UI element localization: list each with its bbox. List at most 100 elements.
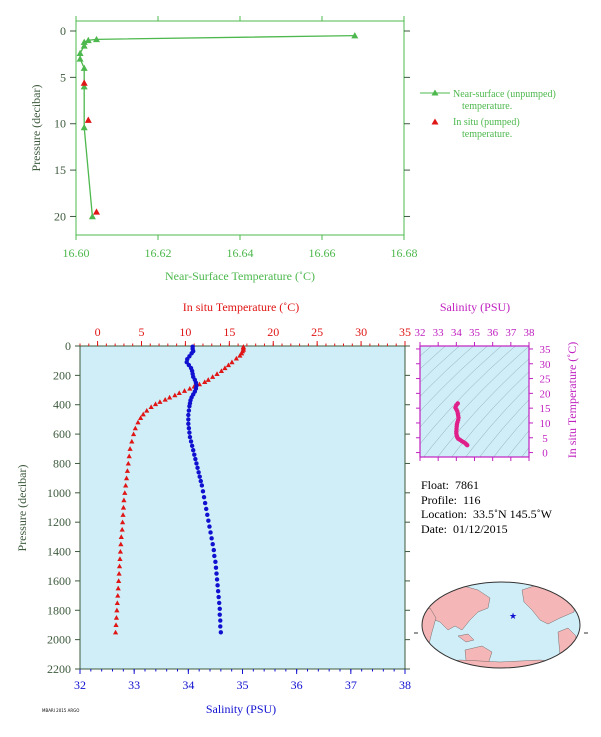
temperature-point: [210, 374, 216, 379]
salinity-axis-tick-label: 37: [345, 678, 357, 692]
near-surface-y-tick-label: 0: [60, 24, 66, 38]
salinity-point: [212, 553, 217, 559]
salinity-point: [217, 612, 222, 617]
ts-density-contour: [420, 346, 474, 397]
ts-y-tick-label: 30: [540, 359, 552, 371]
near-surface-point: [80, 38, 88, 45]
temperature-point: [118, 534, 124, 539]
ts-x-ticks: 32 33 34 35 36 37 38: [415, 327, 536, 461]
salinity-point: [209, 536, 214, 541]
ts-density-contours: [420, 346, 529, 457]
ts-y-tick-label: 15: [540, 403, 552, 415]
salinity-point: [199, 483, 205, 488]
near-surface-x-ticks: 16.60 16.62 16.64 16.66 16.68: [63, 16, 418, 260]
temperature-point: [123, 482, 129, 488]
profile-plot-area: [79, 345, 406, 670]
near-surface-x-label: Near-Surface Temperature (˚C): [165, 269, 315, 283]
temperature-point: [120, 519, 126, 525]
salinity-axis-tick-label: 35: [237, 678, 249, 692]
temperature-point: [115, 585, 121, 591]
near-surface-x-tick-label: 16.68: [391, 246, 418, 260]
pressure-axis-tick-label: 0: [65, 339, 71, 353]
salinity-axis-ticks: 32 33 34 35 36 37 38: [74, 669, 411, 692]
salinity-point: [207, 524, 212, 529]
temperature-point: [205, 377, 211, 382]
in-situ-point: [80, 79, 88, 86]
salinity-point: [186, 408, 192, 413]
ts-x-tick-label: 38: [524, 327, 536, 339]
temperature-axis-tick-label: 0: [95, 325, 101, 339]
salinity-point: [215, 583, 220, 588]
salinity-point: [218, 630, 224, 635]
location-value: 33.5˚N 145.5˚W: [472, 507, 552, 521]
salinity-point: [194, 461, 199, 466]
temperature-axis-tick-label: 30: [355, 325, 367, 339]
salinity-point: [187, 403, 192, 409]
float-value: 7861: [455, 478, 480, 492]
temperature-point: [129, 438, 135, 444]
temperature-point: [116, 563, 123, 569]
legend-in-situ-line1: In situ (pumped): [453, 117, 520, 128]
temperature-point: [112, 629, 119, 635]
near-surface-y-ticks: 0 5 10 15 20: [54, 24, 410, 223]
float-info-panel: Float: 7861 Profile: 116 Location: 33.5˚…: [421, 478, 552, 536]
temperature-point: [116, 570, 122, 576]
pressure-axis-tick-label: 1400: [47, 545, 71, 559]
temperature-point: [172, 392, 178, 398]
temperature-point: [140, 411, 146, 417]
pressure-axis-tick-label: 400: [53, 398, 71, 412]
temperature-point: [117, 548, 124, 554]
temperature-point: [138, 415, 144, 421]
salinity-point: [213, 559, 218, 565]
temperature-point: [135, 419, 141, 425]
map-outline: [421, 581, 581, 669]
temperature-point: [130, 431, 137, 437]
temperature-point: [122, 490, 128, 495]
temperature-point: [225, 362, 232, 368]
ts-y-ticks: 0 5 10 15 20 25 30 35: [416, 344, 551, 460]
near-surface-point: [80, 83, 88, 90]
salinity-point: [205, 512, 210, 518]
temperature-point: [218, 368, 225, 374]
profile-label: Profile:: [421, 492, 457, 507]
salinity-axis-tick-label: 34: [182, 678, 194, 692]
temperature-axis-tick-label: 35: [399, 325, 411, 339]
temperature-point: [121, 497, 127, 503]
ts-x-tick-label: 36: [487, 327, 499, 339]
ts-diagram: 32 33 34 35 36 37 38 0 5 10 15 20 25 30 35 Salinity (…: [415, 300, 579, 461]
salinity-point: [218, 624, 223, 629]
salinity-point: [186, 417, 191, 422]
near-surface-chart: 16.60 16.62 16.64 16.66 16.68 0 5 10 15 20 Near-…: [29, 16, 556, 283]
ts-y-tick-label: 20: [540, 388, 552, 400]
date-value: 01/12/2015: [453, 521, 508, 536]
legend-in-situ-line2: temperature.: [462, 129, 512, 140]
salinity-point: [187, 430, 192, 435]
ts-density-contour: [420, 346, 502, 428]
temperature-point: [113, 622, 119, 628]
salinity-profile: [184, 344, 224, 635]
near-surface-y-tick-label: 10: [54, 117, 66, 131]
near-surface-point: [351, 32, 359, 39]
temperature-point: [125, 460, 131, 466]
in-situ-point: [84, 116, 92, 123]
pressure-axis-tick-label: 800: [53, 456, 71, 470]
ts-y-label: In situ Temperature (˚C): [565, 342, 579, 459]
pressure-axis-tick-label: 1800: [47, 603, 71, 617]
salinity-point: [188, 439, 194, 444]
world-map: ★: [414, 581, 588, 669]
pressure-axis-tick-label: 1200: [47, 515, 71, 529]
temperature-point: [166, 394, 173, 400]
pressure-axis-tick-label: 1000: [47, 486, 71, 500]
pressure-axis-tick-label: 1600: [47, 574, 71, 588]
temperature-axis-label: In situ Temperature (˚C): [183, 300, 300, 314]
temperature-point: [115, 592, 121, 598]
temperature-axis-tick-label: 25: [311, 325, 323, 339]
temperature-point: [214, 371, 220, 376]
ts-y-tick-label: 35: [540, 344, 552, 356]
ts-x-tick-label: 35: [469, 327, 481, 339]
ts-density-contour: [465, 384, 529, 457]
ts-density-contour: [507, 430, 529, 457]
pressure-axis-tick-label: 2000: [47, 633, 71, 647]
salinity-point: [217, 606, 222, 612]
